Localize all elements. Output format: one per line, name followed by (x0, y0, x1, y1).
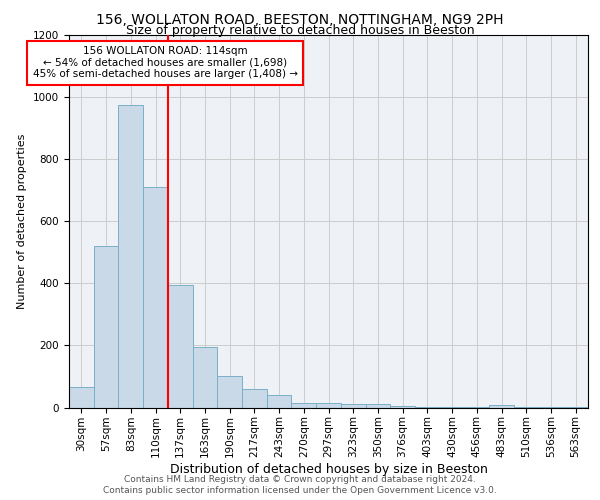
Bar (514, 407, 539, 408)
Bar (118, 105, 143, 408)
Bar (464, 407, 489, 408)
Bar (242, 389, 267, 407)
Bar (390, 406, 415, 407)
Y-axis label: Number of detached properties: Number of detached properties (17, 134, 28, 309)
Text: Size of property relative to detached houses in Beeston: Size of property relative to detached ho… (125, 24, 475, 37)
Bar (193, 347, 217, 408)
Bar (440, 407, 464, 408)
Bar (143, 187, 168, 408)
Bar (489, 405, 514, 407)
Bar (563, 407, 588, 408)
Bar (94, 246, 118, 408)
Bar (539, 407, 563, 408)
Bar (69, 388, 94, 407)
Text: 156 WOLLATON ROAD: 114sqm
← 54% of detached houses are smaller (1,698)
45% of se: 156 WOLLATON ROAD: 114sqm ← 54% of detac… (32, 46, 298, 80)
Text: Contains public sector information licensed under the Open Government Licence v3: Contains public sector information licen… (103, 486, 497, 495)
Text: Contains HM Land Registry data © Crown copyright and database right 2024.: Contains HM Land Registry data © Crown c… (124, 475, 476, 484)
Bar (415, 407, 440, 408)
Bar (292, 403, 316, 407)
Bar (267, 395, 292, 407)
Bar (365, 404, 390, 407)
Bar (217, 376, 242, 408)
Bar (168, 285, 193, 408)
X-axis label: Distribution of detached houses by size in Beeston: Distribution of detached houses by size … (170, 463, 487, 476)
Bar (341, 404, 365, 407)
Bar (316, 403, 341, 407)
Text: 156, WOLLATON ROAD, BEESTON, NOTTINGHAM, NG9 2PH: 156, WOLLATON ROAD, BEESTON, NOTTINGHAM,… (96, 12, 504, 26)
